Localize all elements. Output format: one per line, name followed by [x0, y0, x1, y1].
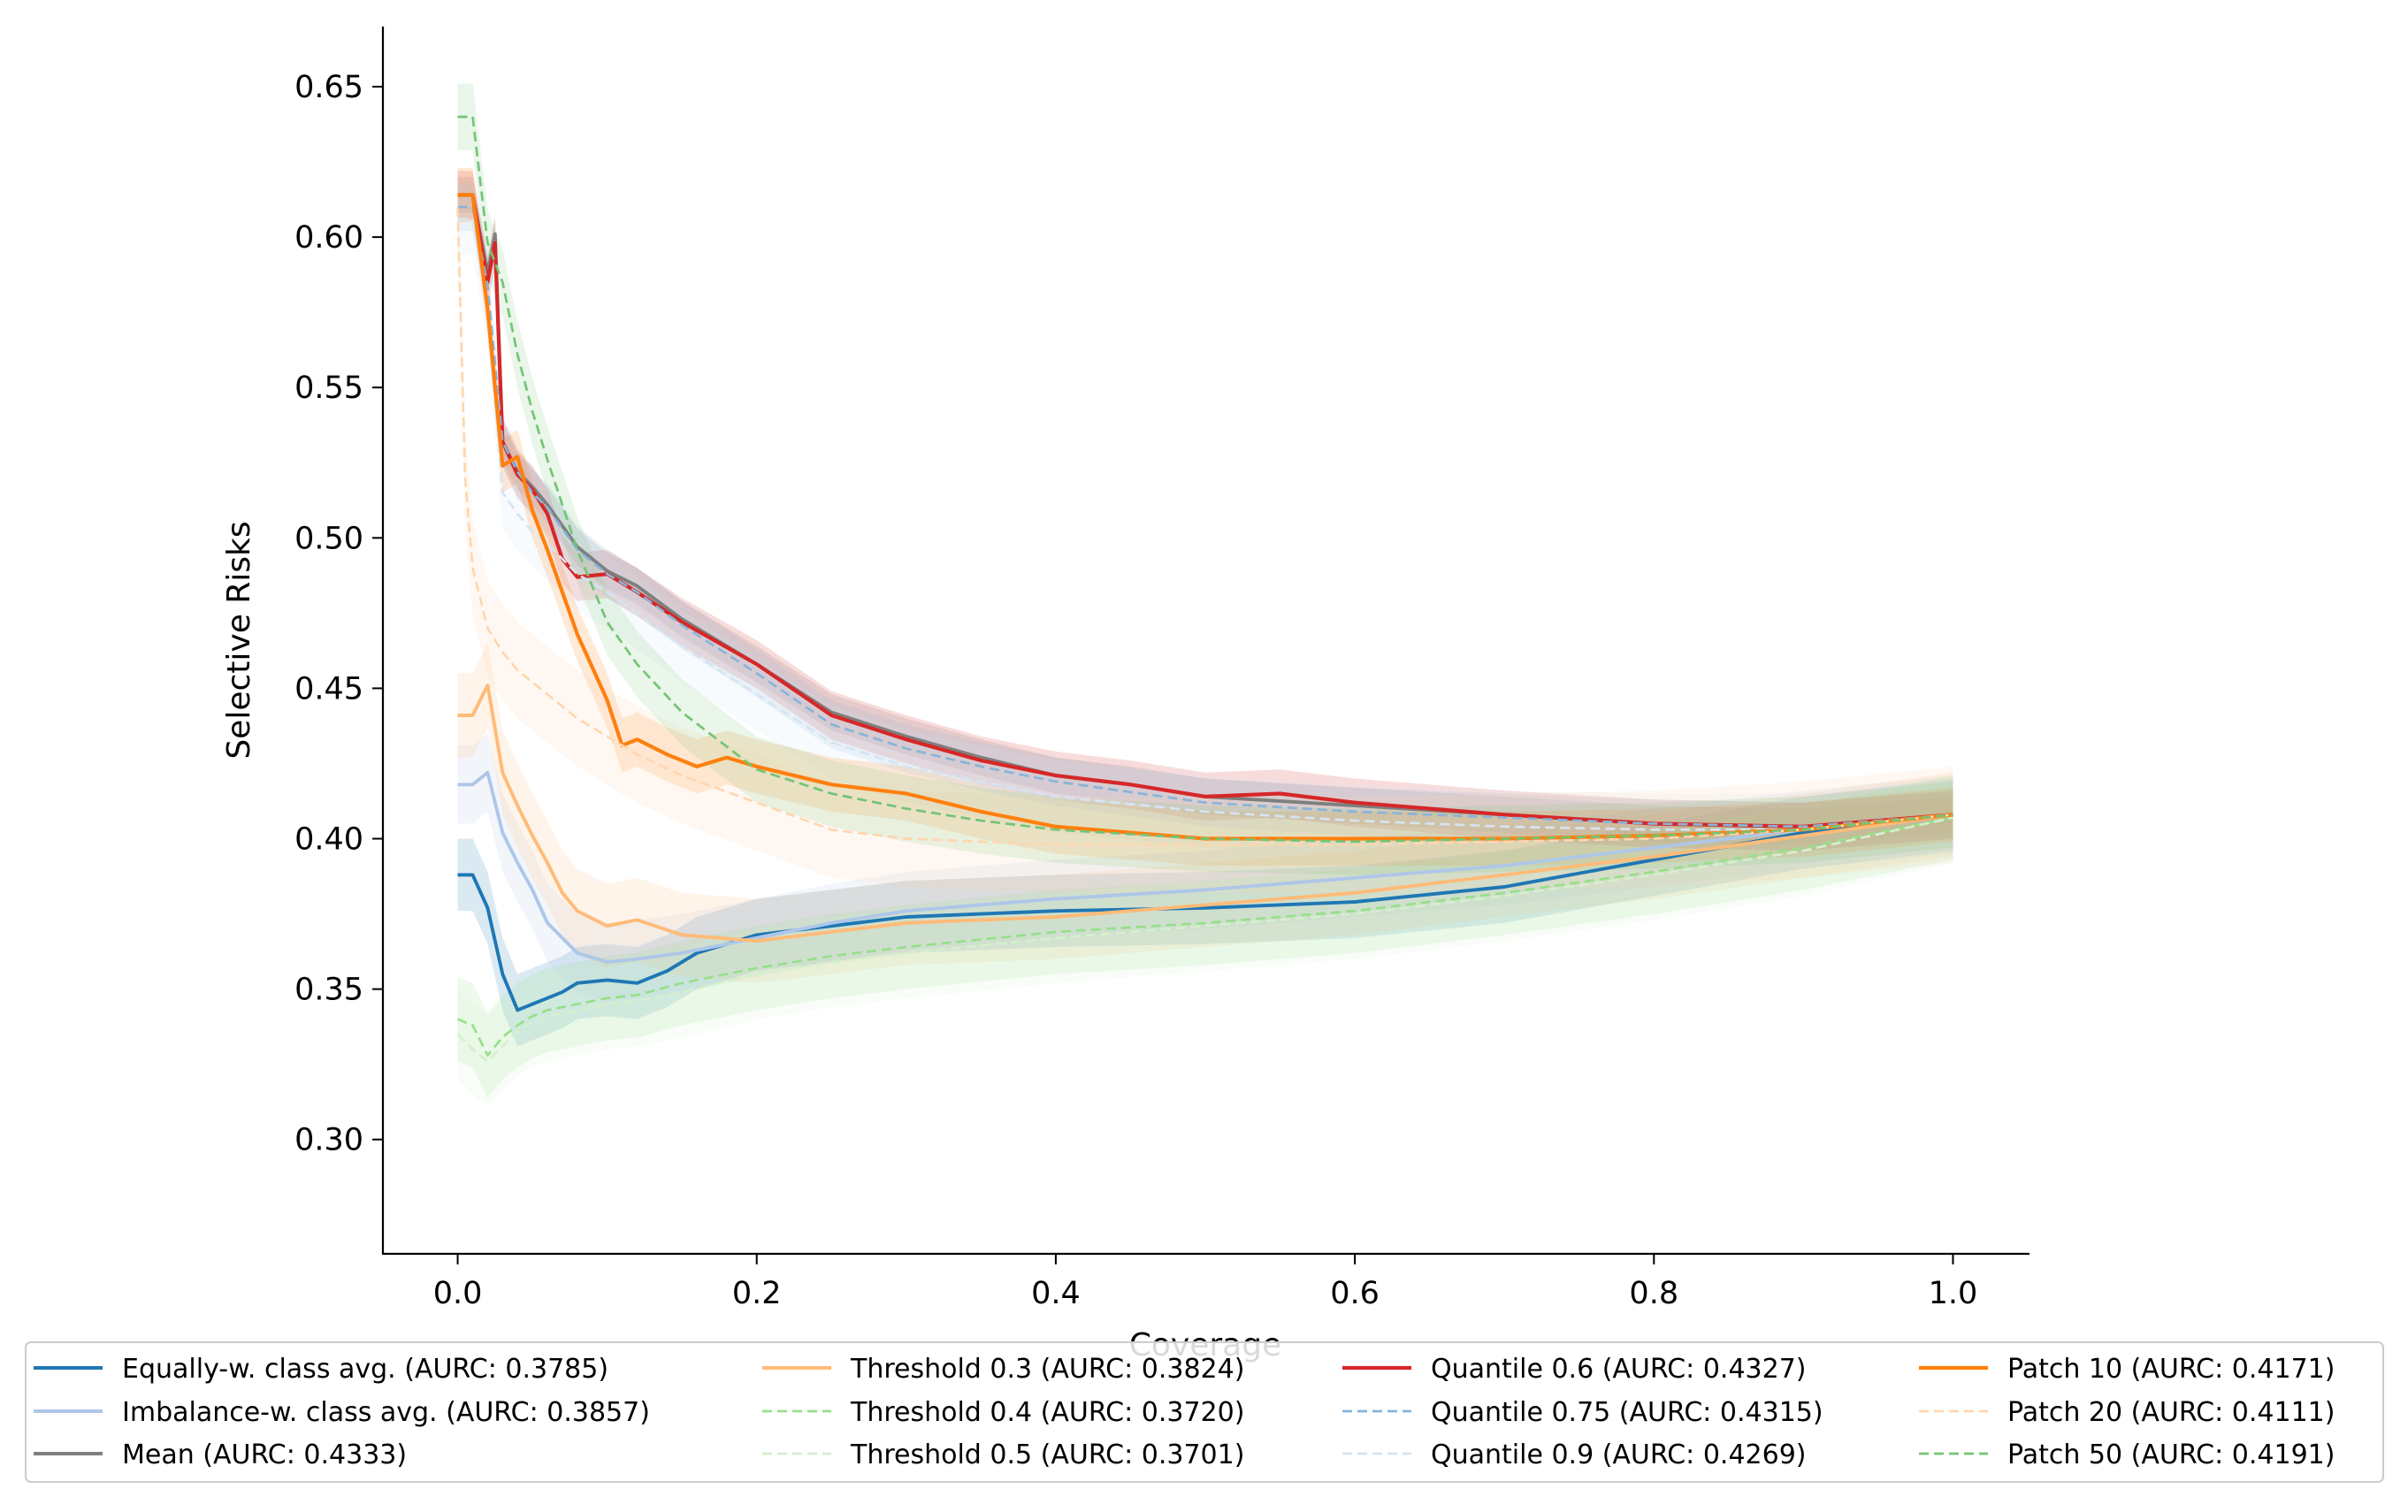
x-tick-label: 1.0: [1929, 1276, 1978, 1311]
legend-entry-label: Mean (AURC: 0.4333): [122, 1439, 407, 1470]
legend: Equally-w. class avg. (AURC: 0.3785) Imba…: [25, 1341, 2384, 1483]
series-line-7: [457, 205, 1953, 829]
x-tick-label: 0.6: [1330, 1276, 1380, 1311]
confidence-band-3: [457, 643, 1953, 983]
legend-entry-label: Imbalance-w. class avg. (AURC: 0.3857): [122, 1397, 650, 1428]
series-line-10: [456, 207, 1953, 846]
legend-entry-label: Quantile 0.6 (AURC: 0.4327): [1431, 1354, 1807, 1385]
series-line-9: [457, 193, 1953, 841]
x-tick-label: 0.2: [732, 1276, 782, 1311]
series-line-4: [456, 816, 1953, 1057]
legend-entry-label: Patch 20 (AURC: 0.4111): [2007, 1397, 2335, 1428]
series-line-11: [457, 115, 1953, 844]
confidence-band-8: [457, 182, 1953, 867]
y-axis-label: Selective Risks: [221, 521, 257, 759]
legend-entry-label: Patch 10 (AURC: 0.4171): [2007, 1354, 2335, 1385]
y-tick-label: 0.65: [294, 70, 363, 105]
series-line-8: [457, 218, 1953, 831]
legend-entry-label: Patch 50 (AURC: 0.4191): [2007, 1439, 2335, 1470]
series-line-3: [457, 683, 1953, 943]
y-tick-label: 0.60: [294, 220, 363, 256]
legend-entry-label: Threshold 0.4 (AURC: 0.3720): [850, 1397, 1244, 1428]
x-tick-label: 0.8: [1629, 1276, 1678, 1311]
y-tick-label: 0.40: [294, 822, 363, 858]
confidence-band-0: [457, 778, 1953, 1047]
x-tick-label: 0.4: [1031, 1276, 1081, 1311]
legend-frame: [25, 1341, 2384, 1483]
y-tick-label: 0.30: [294, 1123, 363, 1158]
x-ticks: 0.0 0.2 0.4 0.6 0.8 1.0: [433, 1254, 1978, 1311]
series-line-1: [457, 770, 1953, 964]
axes: [381, 27, 2030, 1256]
x-tick-label: 0.0: [433, 1276, 483, 1311]
confidence-band-1: [457, 733, 1953, 1002]
y-tick-label: 0.35: [294, 973, 363, 1008]
legend-entry-label: Quantile 0.9 (AURC: 0.4269): [1431, 1439, 1807, 1470]
series-line-0: [457, 813, 1953, 1012]
legend-entry-label: Quantile 0.75 (AURC: 0.4315): [1431, 1397, 1823, 1428]
y-tick-label: 0.45: [294, 671, 363, 706]
legend-entry-label: Threshold 0.5 (AURC: 0.3701): [850, 1439, 1244, 1470]
y-tick-label: 0.50: [294, 521, 363, 556]
series-lines: [456, 115, 1953, 1063]
series-line-5: [456, 816, 1953, 1063]
legend-entry-label: Equally-w. class avg. (AURC: 0.3785): [122, 1354, 608, 1385]
legend-entry-label: Threshold 0.3 (AURC: 0.3824): [850, 1354, 1244, 1385]
confidence-band-10: [457, 158, 1953, 893]
y-tick-label: 0.55: [294, 370, 363, 406]
y-ticks: 0.30 0.35 0.40 0.45 0.50 0.55 0.60 0.65: [294, 70, 383, 1158]
